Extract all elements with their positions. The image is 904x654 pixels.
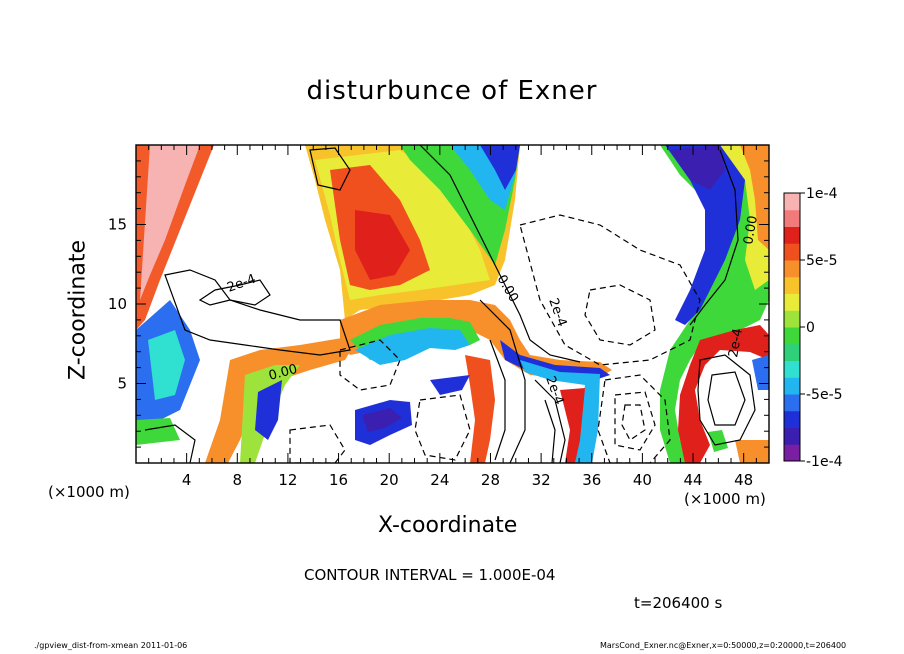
colorbar-segment (784, 343, 800, 361)
x-tick-label: 44 (683, 471, 702, 489)
colorbar-segment (784, 327, 800, 345)
colorbar-segment (784, 293, 800, 311)
x-tick-label: 32 (532, 471, 551, 489)
x-tick-label: 24 (430, 471, 449, 489)
y-axis: 5 10 15 (108, 160, 769, 448)
x-tick-label: 36 (582, 471, 601, 489)
colorbar-segment (784, 360, 800, 378)
time-label: t=206400 s (634, 594, 723, 612)
colorbar-segment (784, 377, 800, 395)
y-axis-label: Z-coordinate (65, 240, 91, 380)
contour-label: 0.00 (741, 215, 761, 246)
y-tick-label: 15 (108, 216, 127, 234)
x-tick-label: 4 (182, 471, 192, 489)
contour-lines-dashed (289, 214, 701, 463)
y-tick-label: 5 (117, 375, 127, 393)
footer-left: ./gpview_dist-from-xmean 2011-01-06 (34, 641, 188, 650)
colorbar-tick-label: 0 (806, 320, 815, 336)
x-axis: 4 8 12 16 20 24 28 32 36 40 44 48 (148, 145, 757, 489)
x-tick-label: 28 (481, 471, 500, 489)
footer-right: MarsCond_Exner.nc@Exner,x=0:50000,z=0:20… (600, 641, 847, 650)
colorbar-segment (784, 310, 800, 328)
colorbar-segment (784, 243, 800, 261)
contour-lines (144, 145, 756, 463)
colorbar-tick-label: 5e-5 (806, 253, 837, 269)
contour-interval: CONTOUR INTERVAL = 1.000E-04 (304, 566, 556, 584)
x-tick-label: 12 (278, 471, 297, 489)
x-tick-label: 16 (329, 471, 348, 489)
colorbar-segment (784, 193, 800, 211)
colorbar-segment (784, 427, 800, 445)
x-tick-label: 20 (380, 471, 399, 489)
x-unit-right: (×1000 m) (684, 490, 766, 508)
colorbar-segment (784, 209, 800, 227)
contour-label: 2e-4 (726, 327, 746, 358)
colorbar-tick-label: -1e-4 (806, 454, 843, 470)
colorbar-segment (784, 444, 800, 462)
contour-label: 0.00 (267, 362, 299, 384)
x-tick-label: 48 (734, 471, 753, 489)
colorbar-tick-label: -5e-5 (806, 387, 843, 403)
colorbar-segment (784, 260, 800, 278)
colorbar-segment (784, 394, 800, 412)
x-unit-left: (×1000 m) (48, 483, 130, 501)
colorbar-segment (784, 226, 800, 244)
x-tick-label: 8 (233, 471, 243, 489)
color-field (136, 145, 769, 463)
y-tick-label: 10 (108, 295, 127, 313)
chart-title: disturbunce of Exner (306, 76, 598, 106)
colorbar-segment (784, 410, 800, 428)
x-axis-label: X-coordinate (378, 513, 518, 538)
colorbar-segment (784, 276, 800, 294)
colorbar-tick-label: 1e-4 (806, 186, 838, 202)
x-tick-label: 40 (633, 471, 652, 489)
colorbar: 1e-4 5e-5 0 -5e-5 -1e-4 (783, 186, 843, 470)
